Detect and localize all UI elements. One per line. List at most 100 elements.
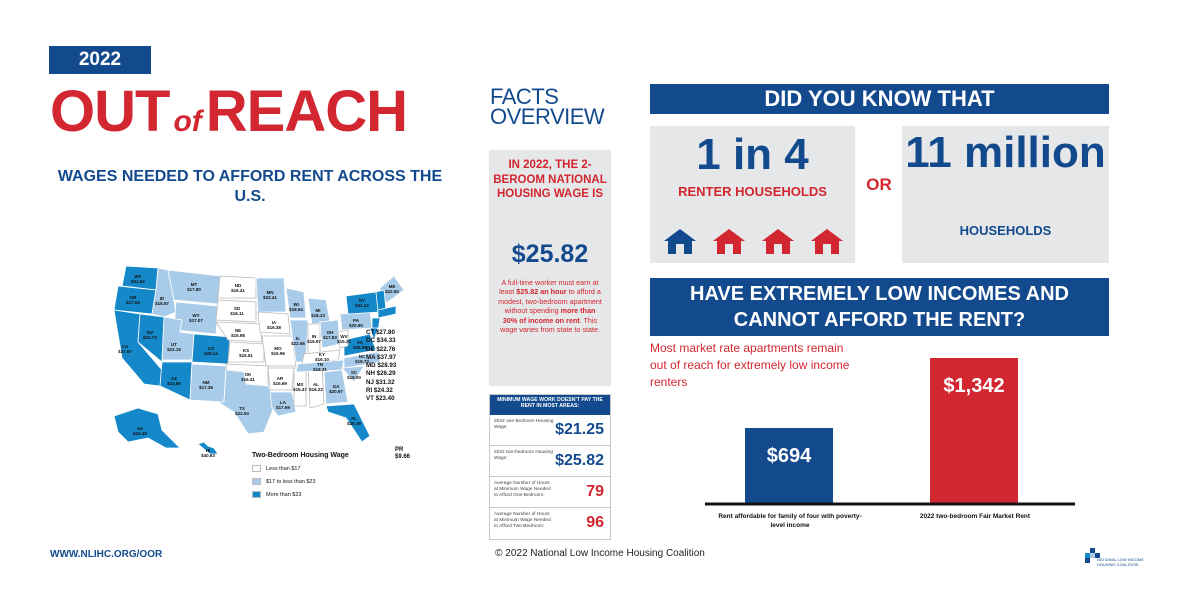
state-label-ak: AK $24.35 [133,426,147,436]
small-state-wage: DE $22.76 [366,345,396,353]
state-label-ne: NE $16.98 [231,328,245,338]
small-state-wage: RI $24.32 [366,387,393,395]
stat-one-in-four: 1 in 4 [696,130,809,179]
state-label-oh: OH $17.83 [323,330,337,340]
state-label-sd: SD $16.11 [230,306,244,316]
market-note-2: out of reach [650,358,714,372]
house-icon-red [713,229,745,254]
state-sc [341,365,365,383]
state-wi [285,287,307,319]
legend-label: More than $23 [266,491,302,498]
state-label-nv: NV $23.73 [143,330,157,340]
state-ne [215,321,263,343]
state-fl [325,403,371,443]
legend-title: Two-Bedroom Housing Wage [252,452,349,459]
state-la [269,391,297,417]
state-label-tx: TX $22.04 [235,406,249,416]
min-wage-label: Average Number of Hours at Minimum Wage … [494,481,551,498]
did-you-know-banner: DID YOU KNOW THAT [650,84,1109,114]
min-wage-row: Average Number of Hours at Minimum Wage … [490,508,610,539]
state-ak [113,407,181,449]
state-ar [267,367,295,391]
legend-label: Less than $17 [266,465,301,472]
stat-households: HOUSEHOLDS [959,223,1052,238]
min-wage-row: 2022 two-bedroom Housing Wage: $25.82 [490,446,610,477]
state-tx [216,369,277,435]
subtitle: WAGES NEEDED TO AFFORD RENT ACROSS THE U… [57,168,443,205]
state-label-me: ME $22.60 [385,284,399,294]
title-of: of [173,105,202,138]
legend-item: More than $23 [252,491,392,498]
state-label-id: ID $18.67 [155,296,169,306]
state-ia [257,311,291,335]
state-label-wv: WV $15.20 [337,334,351,344]
housing-wage-description: A full-time worker must earn at least $2… [497,278,603,334]
state-label-co: CO $28.14 [204,346,218,356]
state-label-ms: MS $15.47 [293,382,307,392]
state-label-ga: GA $20.97 [329,384,343,394]
state-va [343,333,377,357]
state-label-la: LA $17.69 [276,400,290,410]
market-note-3: for extremely low income renters [650,358,850,389]
state-wv [337,329,349,349]
min-wage-row: Average Number of Hours at Minimum Wage … [490,477,610,508]
legend-swatch [252,465,261,472]
us-wage-map: WA $31.62 OR $27.63 CA $37.67 ID $18.67 NV $23.73… [113,265,405,457]
house-icon-blue [664,229,696,254]
min-wage-label: Average Number of Hours at Minimum Wage … [494,512,551,529]
house-icon-red [762,229,794,254]
min-wage-label: 2022 one-bedroom Housing Wage: [494,419,554,430]
national-housing-wage: $25.82 [511,240,589,268]
fact-body-5: . This wage varies from state to state. [500,315,600,335]
legend-item: $17 to less than $23 [252,478,392,485]
market-note-1: Most market rate apartments remain [650,341,844,355]
state-label-az: AZ $23.86 [167,376,181,386]
state-label-al: AL $16.22 [309,382,323,392]
state-ks [227,341,265,363]
state-nd [217,275,257,299]
state-label-mo: MO $16.96 [271,346,285,356]
stat-renter-households: RENTER HOUSEHOLDS [678,184,827,199]
small-state-wage: DC $34.33 [366,337,396,345]
state-label-ut: UT $22.15 [167,342,181,352]
minimum-wage-table: MINIMUM WAGE WORK DOESN'T PAY THE RENT I… [489,394,611,540]
fact-body-3: to afford a modest, two-bedroom apartmen… [498,287,602,316]
state-nc [343,351,381,369]
state-ma-ct-ri [377,305,397,319]
facts-heading-line1: FACTS [490,84,559,109]
state-label-ca: CA $37.67 [118,344,132,354]
state-md-de [369,327,379,342]
small-state-wage: NJ $31.32 [366,378,395,386]
housing-wage-headline: IN 2022, THE 2-BEROOM NATIONAL HOUSING W… [493,159,607,200]
fact-body-2: $25.82 an hour [516,287,567,297]
state-label-hi: HI $40.63 [201,448,215,457]
state-label-ny: NY $31.12 [355,298,369,308]
market-rate-note: Most market rate apartments remain out o… [650,340,850,391]
legend-item: Less than $17 [252,465,392,472]
small-state-wage: CT $27.80 [366,329,395,336]
bar-2 [930,358,1018,503]
or-label: OR [866,175,892,194]
bar-category-label-2: 2022 two-bedroom Fair Market Rent [919,513,1031,520]
state-ga [323,369,349,405]
bar-value-label-1: $694 [767,445,812,467]
small-state-wage-list: CT $27.80 DC $34.33 DE $22.76 MA $37.97 MD $… [366,329,436,404]
house-icon-red [811,229,843,254]
pr-wage: PR $9.66 [395,447,435,461]
state-mo [261,335,297,367]
logo-text: NATIONAL LOW INCOME HOUSING COALITION [1097,557,1144,567]
pr-abbr: PR [395,447,404,453]
state-label-ky: KY $16.10 [315,352,329,362]
state-label-sc: SC $19.00 [347,370,361,380]
small-state-wage: MA $37.97 [366,353,397,361]
website-link[interactable]: WWW.NLIHC.ORG/OOR [50,549,163,560]
min-wage-value: $25.82 [555,452,604,469]
nlihc-logo [1085,548,1100,563]
bar-value-label-2: $1,342 [943,375,1004,397]
state-label-mn: MN $22.41 [263,290,277,300]
state-label-tn: TN $18.31 [313,362,327,372]
state-label-va: VA $26.65 [353,340,367,350]
min-wage-label: 2022 two-bedroom Housing Wage: [494,450,553,461]
state-sd [215,299,257,323]
state-label-ia: IA $16.38 [267,320,281,330]
